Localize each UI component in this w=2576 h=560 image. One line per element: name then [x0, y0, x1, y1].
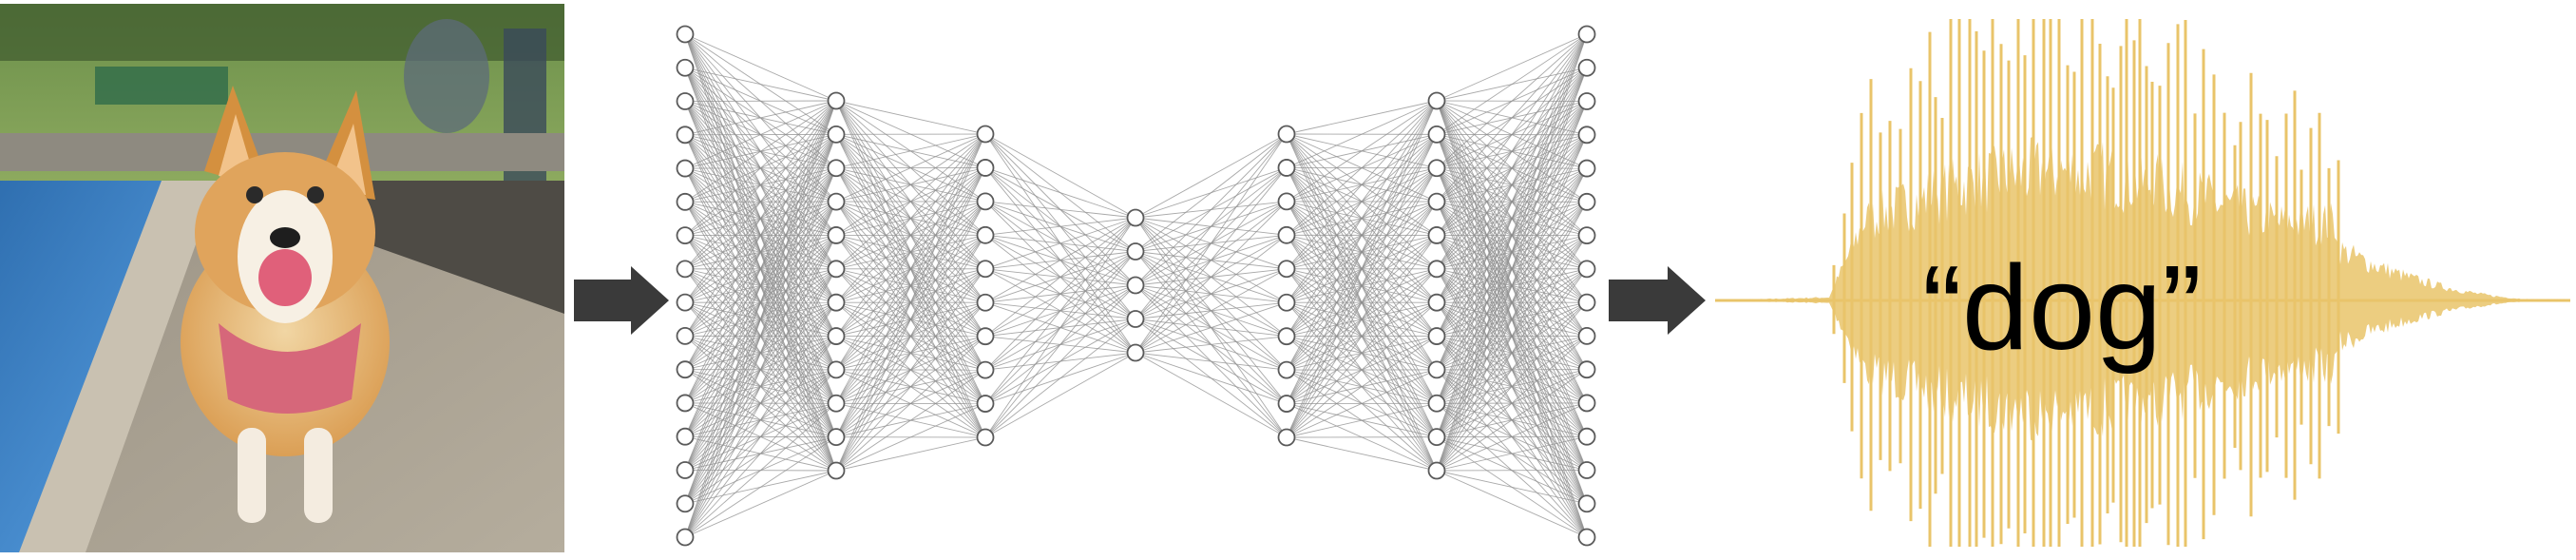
node-l0-15 — [676, 528, 695, 547]
node-l0-12 — [676, 427, 695, 446]
node-l6-1 — [1577, 58, 1596, 77]
node-l6-8 — [1577, 293, 1596, 312]
node-l4-7 — [1277, 360, 1296, 379]
node-l0-5 — [676, 192, 695, 211]
node-l4-6 — [1277, 327, 1296, 346]
node-l0-14 — [676, 494, 695, 513]
dog-photo — [0, 4, 564, 552]
node-l1-0 — [827, 91, 846, 110]
node-l0-6 — [676, 226, 695, 245]
node-l2-2 — [976, 192, 995, 211]
node-l6-15 — [1577, 528, 1596, 547]
network-edges — [684, 33, 1588, 538]
node-l5-2 — [1427, 159, 1446, 178]
node-l1-1 — [827, 125, 846, 144]
node-l4-4 — [1277, 260, 1296, 279]
node-l5-7 — [1427, 327, 1446, 345]
node-l6-11 — [1577, 394, 1596, 413]
node-l1-8 — [827, 360, 846, 379]
node-l2-6 — [976, 327, 995, 346]
node-l5-3 — [1427, 192, 1446, 211]
node-l2-8 — [976, 395, 995, 413]
node-l1-3 — [827, 192, 846, 211]
output-arrow — [1609, 266, 1706, 335]
node-l6-10 — [1577, 360, 1596, 379]
node-l6-12 — [1577, 427, 1596, 446]
node-l2-3 — [976, 225, 995, 244]
input-arrow — [574, 266, 669, 335]
photo-curb — [19, 181, 219, 552]
node-l5-6 — [1427, 293, 1446, 312]
node-l0-8 — [676, 293, 695, 312]
node-l0-9 — [676, 326, 695, 345]
node-l3-0 — [1126, 208, 1145, 227]
node-l4-8 — [1277, 395, 1296, 413]
node-l4-1 — [1277, 159, 1296, 177]
node-l1-6 — [827, 293, 846, 312]
node-l4-0 — [1277, 125, 1296, 144]
node-l5-1 — [1427, 125, 1446, 144]
node-l6-2 — [1577, 92, 1596, 110]
node-l0-2 — [676, 92, 695, 110]
node-l5-5 — [1427, 260, 1446, 279]
node-l5-4 — [1427, 226, 1446, 244]
node-l1-7 — [827, 327, 846, 345]
node-l0-3 — [676, 126, 695, 145]
arrows — [574, 266, 1706, 335]
node-l5-8 — [1427, 360, 1446, 379]
node-l3-1 — [1126, 242, 1145, 261]
node-l6-0 — [1577, 25, 1596, 44]
node-l4-9 — [1277, 428, 1296, 447]
node-l6-13 — [1577, 461, 1596, 479]
photo-people — [404, 19, 489, 133]
node-l2-7 — [976, 360, 995, 379]
neural-network — [676, 25, 1596, 547]
node-l6-3 — [1577, 126, 1596, 145]
node-l0-10 — [676, 360, 695, 379]
node-l2-9 — [976, 428, 995, 447]
node-l1-9 — [827, 394, 846, 413]
node-l1-11 — [827, 461, 846, 480]
node-l1-2 — [827, 159, 846, 178]
node-l4-3 — [1277, 225, 1296, 244]
photo-bench — [95, 67, 228, 105]
node-l4-5 — [1277, 293, 1296, 312]
node-l5-11 — [1427, 461, 1446, 480]
node-l4-2 — [1277, 192, 1296, 211]
node-l2-1 — [976, 159, 995, 177]
node-l6-7 — [1577, 260, 1596, 279]
node-l3-4 — [1126, 343, 1145, 362]
node-l1-10 — [827, 428, 846, 447]
node-l0-11 — [676, 394, 695, 413]
node-l0-13 — [676, 461, 695, 479]
node-l5-9 — [1427, 394, 1446, 413]
corgi — [181, 86, 390, 523]
node-l2-0 — [976, 125, 995, 144]
node-l5-0 — [1427, 91, 1446, 110]
node-l1-5 — [827, 260, 846, 279]
node-l5-10 — [1427, 428, 1446, 447]
node-l0-7 — [676, 260, 695, 279]
node-l6-5 — [1577, 192, 1596, 211]
node-l0-4 — [676, 159, 695, 178]
audio-waveform — [1715, 19, 2570, 547]
node-l6-9 — [1577, 326, 1596, 345]
node-l2-4 — [976, 260, 995, 279]
node-l3-2 — [1126, 276, 1145, 295]
node-l6-6 — [1577, 226, 1596, 245]
node-l1-4 — [827, 226, 846, 244]
node-l6-14 — [1577, 494, 1596, 513]
node-l0-0 — [676, 25, 695, 44]
node-l6-4 — [1577, 159, 1596, 178]
node-l2-5 — [976, 293, 995, 312]
network-nodes — [676, 25, 1596, 547]
output-word: “dog” — [1922, 241, 2202, 375]
node-l0-1 — [676, 58, 695, 77]
node-l3-3 — [1126, 310, 1145, 328]
